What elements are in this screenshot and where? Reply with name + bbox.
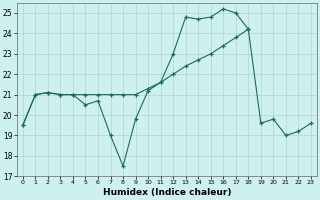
X-axis label: Humidex (Indice chaleur): Humidex (Indice chaleur) <box>103 188 231 197</box>
